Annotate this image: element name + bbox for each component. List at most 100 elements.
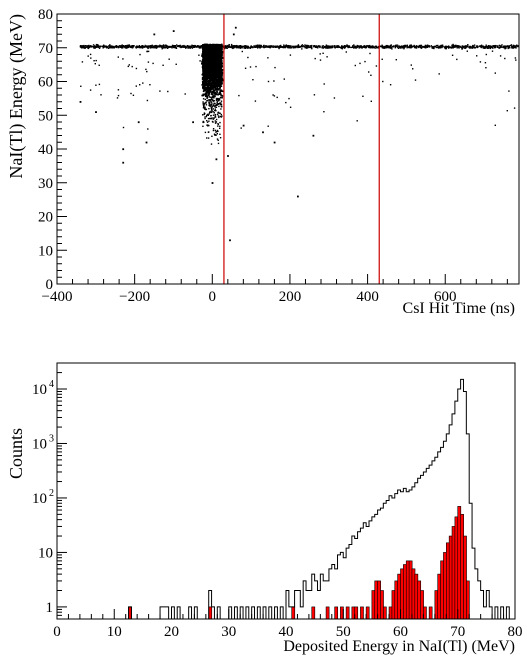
- data-point: [214, 59, 217, 61]
- data-point: [219, 125, 221, 127]
- data-point: [206, 90, 209, 92]
- data-point: [166, 46, 168, 48]
- data-point: [202, 86, 204, 89]
- data-point: [359, 62, 361, 65]
- data-point: [478, 45, 481, 47]
- histogram-red-fill: [128, 506, 470, 620]
- x-tick-label: 40: [279, 624, 294, 640]
- data-point: [484, 46, 486, 49]
- data-point: [138, 46, 140, 49]
- data-point: [319, 45, 321, 47]
- data-point: [494, 44, 497, 47]
- data-point: [309, 46, 311, 49]
- data-point: [216, 133, 218, 135]
- data-point: [204, 47, 206, 50]
- data-point: [222, 57, 224, 59]
- data-point: [183, 44, 185, 47]
- data-point: [206, 95, 209, 98]
- histogram-outline-series: [57, 378, 515, 620]
- y-tick-label: 80: [38, 7, 53, 23]
- data-point: [368, 46, 370, 49]
- data-point: [341, 48, 343, 50]
- data-point: [404, 45, 406, 48]
- data-point: [456, 58, 458, 61]
- data-point: [209, 80, 212, 83]
- data-point: [203, 79, 206, 81]
- data-point: [449, 46, 451, 48]
- data-point: [214, 64, 216, 66]
- data-point: [242, 124, 245, 127]
- data-point: [212, 108, 214, 110]
- data-point: [302, 45, 305, 47]
- data-point: [430, 45, 433, 47]
- data-point: [211, 74, 214, 76]
- data-point: [205, 50, 207, 53]
- data-point: [121, 44, 123, 46]
- data-point: [369, 46, 371, 48]
- data-point: [206, 87, 209, 89]
- data-point: [206, 82, 209, 85]
- data-point: [479, 61, 482, 63]
- data-point: [342, 46, 345, 48]
- data-point: [213, 109, 216, 112]
- data-point: [339, 46, 341, 48]
- data-point: [369, 52, 371, 55]
- data-point: [221, 115, 223, 117]
- data-point: [511, 45, 514, 48]
- data-point: [210, 63, 212, 65]
- data-point: [356, 46, 358, 48]
- data-point: [326, 47, 328, 49]
- data-point: [218, 47, 220, 49]
- data-point: [314, 45, 316, 48]
- x-tick-label: 60: [393, 624, 408, 640]
- data-point: [202, 98, 205, 100]
- data-point: [203, 103, 206, 105]
- data-point: [153, 47, 155, 49]
- data-point: [483, 46, 485, 48]
- data-point: [406, 45, 408, 47]
- data-point: [395, 59, 397, 61]
- data-point: [273, 95, 276, 97]
- data-point: [126, 44, 129, 47]
- data-point: [128, 44, 130, 46]
- data-point: [290, 45, 292, 47]
- data-point: [370, 45, 373, 48]
- data-point: [214, 108, 216, 110]
- data-point: [218, 76, 220, 79]
- data-point: [219, 103, 222, 106]
- data-point: [313, 46, 315, 48]
- data-point: [211, 182, 214, 184]
- data-point: [267, 125, 269, 127]
- data-point: [202, 52, 205, 55]
- data-point: [155, 45, 158, 47]
- data-point: [300, 44, 303, 47]
- data-point: [507, 47, 509, 50]
- data-point: [306, 47, 308, 49]
- data-point: [258, 46, 261, 48]
- data-point: [103, 44, 105, 46]
- data-point: [208, 99, 210, 101]
- data-point: [348, 46, 350, 48]
- data-point: [257, 46, 259, 48]
- data-point: [130, 92, 132, 95]
- data-point: [136, 46, 138, 48]
- data-point: [197, 45, 199, 47]
- data-point: [212, 72, 214, 74]
- data-point: [210, 77, 213, 80]
- data-point: [202, 120, 204, 123]
- data-point: [515, 47, 517, 49]
- data-point: [219, 127, 221, 129]
- data-point: [281, 46, 283, 48]
- data-point: [216, 57, 218, 59]
- data-point: [162, 44, 165, 46]
- data-point: [177, 45, 179, 47]
- data-point: [490, 45, 493, 48]
- data-point: [80, 45, 82, 47]
- data-point: [168, 58, 170, 60]
- data-point: [175, 47, 178, 49]
- data-point: [95, 43, 98, 46]
- data-point: [251, 46, 253, 48]
- data-point: [264, 46, 266, 48]
- data-point: [206, 49, 209, 52]
- data-point: [442, 44, 444, 47]
